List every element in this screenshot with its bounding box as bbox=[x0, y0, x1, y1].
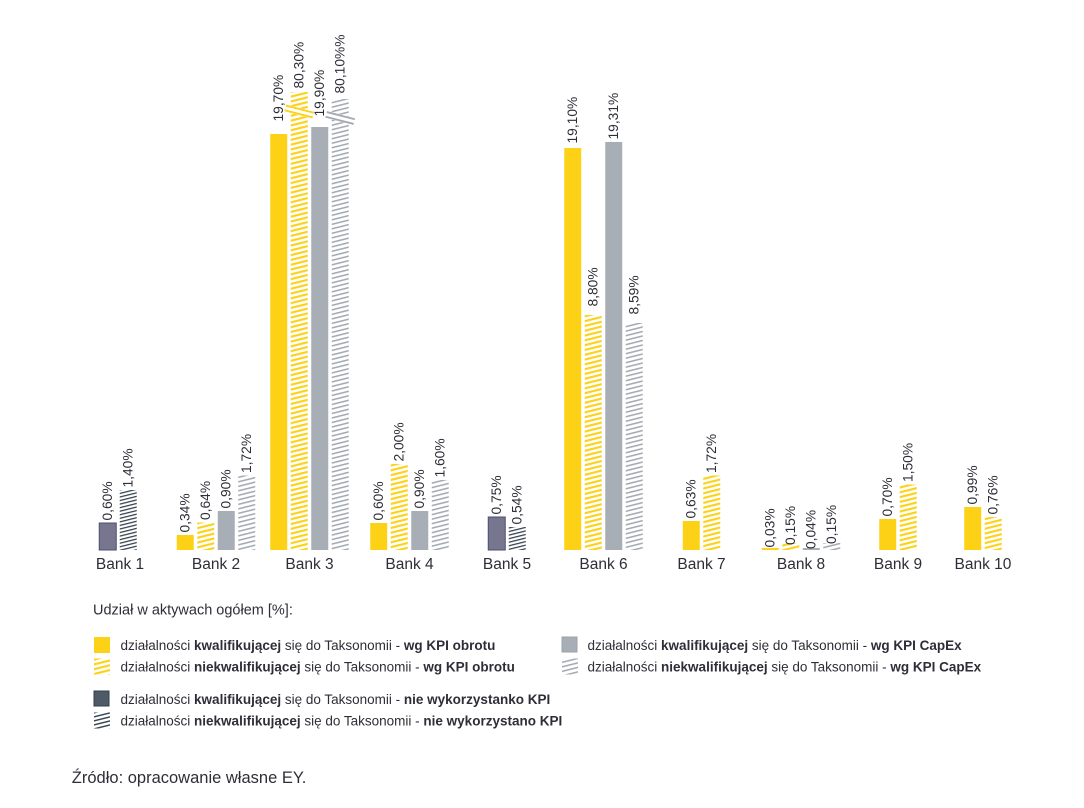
svg-text:0,76%: 0,76% bbox=[985, 475, 1000, 514]
svg-text:80,30%: 80,30% bbox=[291, 42, 306, 89]
svg-text:0,70%: 0,70% bbox=[880, 477, 895, 516]
svg-text:0,60%: 0,60% bbox=[100, 481, 115, 520]
svg-text:Bank 7: Bank 7 bbox=[677, 556, 725, 573]
svg-text:0,64%: 0,64% bbox=[198, 481, 213, 520]
svg-text:0,04%: 0,04% bbox=[803, 510, 818, 549]
svg-text:Bank 6: Bank 6 bbox=[579, 556, 627, 573]
svg-text:Bank 1: Bank 1 bbox=[96, 556, 144, 573]
svg-text:działalności kwalifikującej si: działalności kwalifikującej się do Takso… bbox=[588, 638, 963, 653]
svg-text:19,10%: 19,10% bbox=[565, 97, 580, 144]
svg-text:19,31%: 19,31% bbox=[606, 93, 621, 140]
svg-text:Bank 9: Bank 9 bbox=[874, 556, 922, 573]
svg-text:Bank 5: Bank 5 bbox=[483, 556, 531, 573]
svg-text:2,00%: 2,00% bbox=[391, 422, 406, 461]
svg-text:8,59%: 8,59% bbox=[626, 275, 641, 314]
svg-text:19,90%: 19,90% bbox=[312, 70, 327, 117]
svg-text:19,70%: 19,70% bbox=[271, 75, 286, 122]
svg-text:Bank 4: Bank 4 bbox=[385, 556, 434, 573]
svg-text:1,60%: 1,60% bbox=[432, 438, 447, 477]
svg-text:Bank 2: Bank 2 bbox=[192, 556, 240, 573]
svg-text:1,72%: 1,72% bbox=[704, 434, 719, 473]
svg-text:działalności niekwalifikującej: działalności niekwalifikującej się do Ta… bbox=[588, 660, 982, 675]
svg-text:0,99%: 0,99% bbox=[965, 465, 980, 504]
svg-text:działalności niekwalifikującej: działalności niekwalifikującej się do Ta… bbox=[121, 660, 515, 675]
svg-text:0,54%: 0,54% bbox=[509, 485, 524, 524]
svg-text:0,03%: 0,03% bbox=[762, 508, 777, 547]
svg-text:Bank 8: Bank 8 bbox=[777, 556, 825, 573]
svg-text:80,10%%: 80,10%% bbox=[332, 34, 347, 93]
svg-text:0,15%: 0,15% bbox=[783, 506, 798, 545]
svg-text:działalności kwalifikującej si: działalności kwalifikującej się do Takso… bbox=[121, 638, 496, 653]
svg-text:0,90%: 0,90% bbox=[412, 469, 427, 508]
svg-text:0,63%: 0,63% bbox=[683, 479, 698, 518]
svg-text:1,40%: 1,40% bbox=[120, 448, 135, 487]
svg-text:Źródło: opracowanie własne EY.: Źródło: opracowanie własne EY. bbox=[72, 768, 306, 787]
svg-text:Udział w aktywach ogółem [%]:: Udział w aktywach ogółem [%]: bbox=[93, 603, 293, 619]
svg-text:Bank 10: Bank 10 bbox=[955, 556, 1012, 573]
svg-text:0,60%: 0,60% bbox=[371, 481, 386, 520]
svg-text:Bank 3: Bank 3 bbox=[285, 556, 333, 573]
svg-text:1,50%: 1,50% bbox=[900, 443, 915, 482]
svg-text:0,34%: 0,34% bbox=[177, 493, 192, 532]
svg-text:działalności kwalifikującej si: działalności kwalifikującej się do Takso… bbox=[121, 692, 551, 707]
svg-text:0,75%: 0,75% bbox=[489, 475, 504, 514]
svg-text:1,72%: 1,72% bbox=[239, 434, 254, 473]
svg-text:8,80%: 8,80% bbox=[585, 267, 600, 306]
svg-text:0,90%: 0,90% bbox=[218, 469, 233, 508]
svg-text:działalności niekwalifikującej: działalności niekwalifikującej się do Ta… bbox=[121, 714, 563, 729]
svg-text:0,15%: 0,15% bbox=[824, 505, 839, 544]
